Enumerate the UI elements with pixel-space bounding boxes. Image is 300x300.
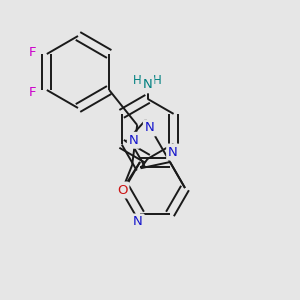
- Text: H: H: [133, 74, 142, 87]
- Text: N: N: [143, 78, 152, 92]
- Text: F: F: [29, 85, 37, 98]
- Text: F: F: [29, 46, 37, 59]
- Text: N: N: [129, 134, 139, 147]
- Text: H: H: [153, 74, 162, 87]
- Text: N: N: [168, 146, 178, 158]
- Text: O: O: [117, 184, 128, 196]
- Text: N: N: [133, 215, 143, 229]
- Text: N: N: [145, 122, 154, 134]
